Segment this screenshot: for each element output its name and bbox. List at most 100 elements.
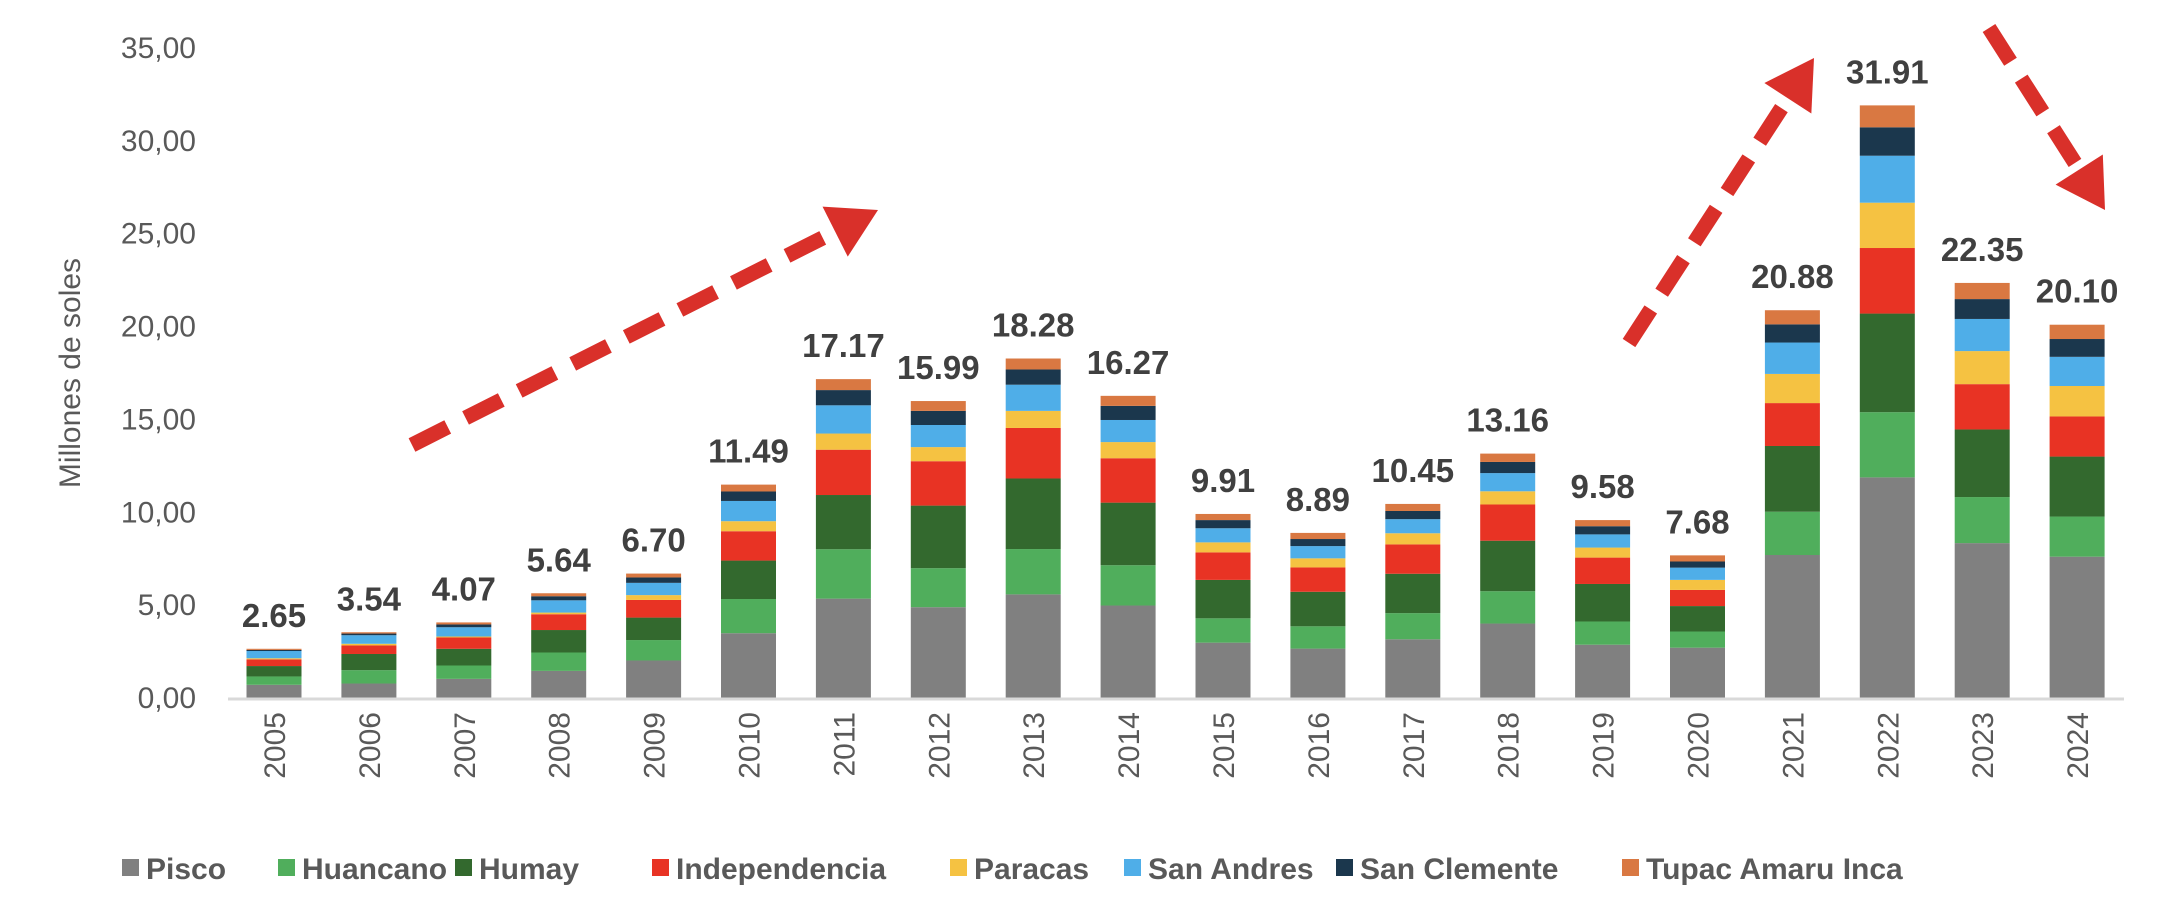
bar-segment-huancano (436, 665, 492, 679)
bar-2015 (1195, 513, 1251, 698)
legend-label: Independencia (676, 853, 886, 886)
bar-segment-huancano (1954, 497, 2010, 544)
bar-segment-san-clemente (1290, 539, 1346, 547)
bar-2006 (341, 632, 397, 698)
bar-segment-tupac-amaru-inca (1100, 395, 1156, 406)
total-label: 20.88 (1751, 258, 1834, 295)
bar-segment-san-andres (341, 635, 397, 644)
total-label: 4.07 (432, 570, 496, 607)
bar-segment-tupac-amaru-inca (1005, 358, 1061, 370)
bar-2023 (1954, 282, 2010, 698)
bar-segment-san-andres (1385, 519, 1441, 534)
bar-segment-huancano (2049, 516, 2105, 557)
total-label: 20.10 (2036, 273, 2119, 310)
total-label: 7.68 (1665, 503, 1729, 540)
bar-2018 (1480, 453, 1536, 698)
trend-arrow-up (408, 206, 878, 452)
total-label: 3.54 (337, 580, 402, 617)
bar-2011 (815, 379, 871, 698)
bar-segment-independencia (1005, 427, 1061, 479)
bar-segment-san-clemente (531, 596, 587, 601)
bar-segment-humay (815, 495, 871, 550)
bar-segment-tupac-amaru-inca (721, 484, 776, 492)
bar-segment-san-andres (436, 627, 492, 637)
bar-segment-huancano (910, 568, 966, 608)
bar-segment-pisco (1385, 639, 1441, 698)
bar-segment-paracas (2049, 386, 2105, 417)
trend-arrow-down (1982, 23, 2105, 210)
bars (246, 105, 2105, 698)
arrow-head (2055, 154, 2105, 210)
bar-segment-humay (531, 630, 587, 653)
x-tick-label: 2023 (1967, 712, 2000, 779)
bar-segment-paracas (1575, 547, 1631, 558)
total-label: 15.99 (897, 349, 980, 386)
bar-segment-san-clemente (1005, 369, 1061, 385)
bar-2007 (436, 622, 492, 698)
bar-segment-paracas (1100, 442, 1156, 459)
y-tick-label: 30,00 (121, 125, 196, 158)
bar-2014 (1100, 395, 1156, 698)
bar-segment-pisco (1480, 623, 1536, 698)
bar-segment-paracas (721, 521, 776, 532)
bar-segment-humay (1290, 591, 1346, 627)
bar-segment-tupac-amaru-inca (910, 401, 966, 411)
bar-segment-pisco (2049, 556, 2105, 698)
bar-segment-san-clemente (1385, 510, 1441, 520)
bar-segment-san-clemente (1195, 520, 1251, 529)
bar-segment-independencia (815, 449, 871, 496)
legend-item-tupac-amaru-inca: Tupac Amaru Inca (1622, 853, 1903, 886)
bar-segment-independencia (626, 599, 682, 618)
bar-segment-tupac-amaru-inca (1670, 555, 1725, 562)
bar-segment-pisco (341, 683, 397, 698)
bar-segment-paracas (1954, 351, 2010, 385)
x-tick-label: 2007 (449, 712, 482, 779)
x-tick-label: 2012 (923, 712, 956, 779)
legend-swatch (455, 859, 472, 876)
x-tick-label: 2017 (1398, 712, 1431, 779)
total-label: 31.91 (1846, 53, 1929, 90)
legend-swatch (1336, 859, 1353, 876)
bar-segment-pisco (1764, 555, 1820, 698)
legend-item-san-clemente: San Clemente (1336, 853, 1558, 886)
y-tick-label: 35,00 (121, 32, 196, 65)
bar-segment-pisco (626, 660, 682, 698)
x-tick-label: 2010 (734, 712, 767, 779)
bar-segment-san-andres (531, 600, 587, 613)
bar-segment-independencia (436, 637, 492, 649)
bar-segment-independencia (1954, 384, 2010, 430)
bar-segment-san-clemente (1954, 299, 2010, 319)
bar-segment-san-andres (1670, 567, 1725, 580)
bar-segment-tupac-amaru-inca (1764, 310, 1820, 325)
legend-swatch (950, 859, 967, 876)
total-label: 22.35 (1941, 231, 2024, 268)
bar-segment-humay (1005, 478, 1061, 550)
bar-segment-humay (1954, 429, 2010, 498)
data-labels: 2.65 3.54 4.07 5.64 6.70 11.49 17.17 15.99 18.28… (242, 53, 2119, 633)
bar-2022 (1859, 105, 1915, 698)
legend-swatch (1622, 859, 1639, 876)
bar-segment-huancano (1575, 621, 1631, 645)
bar-segment-san-clemente (341, 633, 397, 636)
bar-segment-independencia (1764, 403, 1820, 446)
bar-segment-huancano (626, 640, 682, 661)
x-tick-label: 2015 (1208, 712, 1241, 779)
bar-segment-paracas (436, 636, 492, 638)
bar-segment-pisco (721, 633, 776, 698)
arrow-head (822, 206, 878, 257)
y-axis: 0,00 5,00 10,00 15,00 20,00 25,00 30,00 35,00 (121, 32, 196, 715)
legend-label: Tupac Amaru Inca (1646, 853, 1903, 886)
bar-segment-huancano (721, 599, 776, 634)
bar-segment-san-clemente (2049, 339, 2105, 357)
bar-segment-huancano (1005, 549, 1061, 595)
bar-segment-tupac-amaru-inca (531, 593, 587, 597)
bar-segment-independencia (1575, 557, 1631, 584)
bar-segment-san-andres (721, 500, 776, 522)
bar-segment-humay (1575, 583, 1631, 622)
bar-segment-san-andres (1764, 342, 1820, 374)
bar-segment-san-clemente (721, 491, 776, 501)
bar-segment-pisco (531, 670, 587, 698)
bar-segment-san-andres (1005, 384, 1061, 411)
x-tick-label: 2005 (259, 712, 292, 779)
total-label: 8.89 (1286, 481, 1350, 518)
